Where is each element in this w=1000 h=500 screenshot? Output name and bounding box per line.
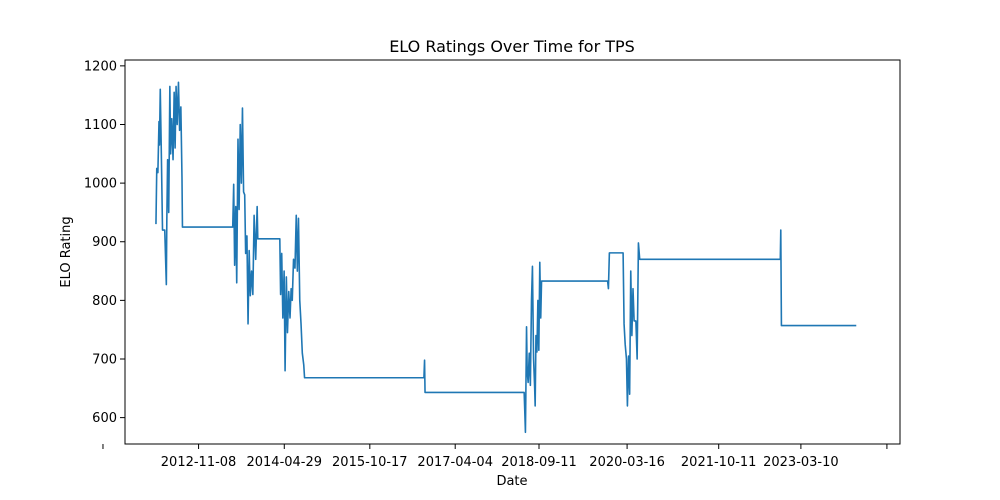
x-tick-label: 2023-03-10 xyxy=(763,455,839,470)
x-tick-label: 2017-04-04 xyxy=(417,455,493,470)
y-axis-label: ELO Rating xyxy=(59,216,74,287)
y-tick-label: 700 xyxy=(92,352,117,367)
x-tick-label: 2014-04-29 xyxy=(246,455,322,470)
y-tick-label: 900 xyxy=(92,235,117,250)
x-tick-label: 2015-10-17 xyxy=(332,455,408,470)
series-line-0 xyxy=(155,81,857,434)
x-tick-label: 2021-10-11 xyxy=(681,455,757,470)
y-tick-label: 1000 xyxy=(84,177,117,192)
x-tick-label: 2020-03-16 xyxy=(589,455,665,470)
plot-area xyxy=(125,60,900,444)
plot-frame xyxy=(124,59,901,445)
x-tick-label: 2018-09-11 xyxy=(501,455,577,470)
x-axis-label: Date xyxy=(496,474,527,489)
series-layer xyxy=(155,81,857,434)
y-tick-label: 800 xyxy=(92,294,117,309)
y-tick-label: 1100 xyxy=(84,118,117,133)
chart-title: ELO Ratings Over Time for TPS xyxy=(389,37,635,56)
y-axis-ticks: 600 700 800 900 1000 1100 1200 xyxy=(84,59,125,426)
x-tick-label: 2012-11-08 xyxy=(161,455,237,470)
y-tick-label: 600 xyxy=(92,411,117,426)
y-tick-label: 1200 xyxy=(84,59,117,74)
x-axis-ticks: 2012-11-08 2014-04-29 2015-10-17 2017-04-04… xyxy=(102,444,888,470)
